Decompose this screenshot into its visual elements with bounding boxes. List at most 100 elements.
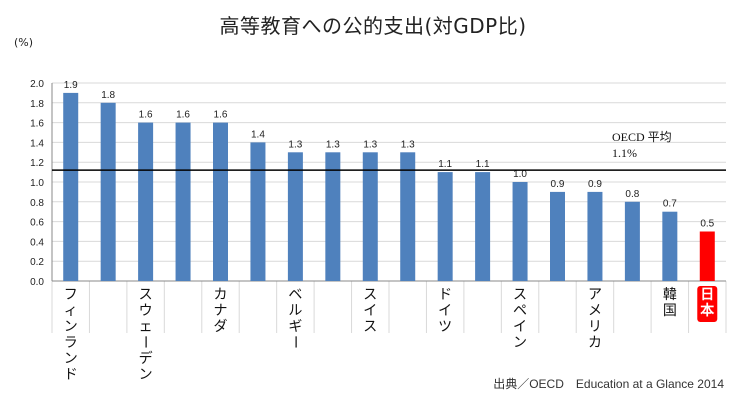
category-label-char: デ (139, 350, 153, 367)
category-label-char: ス (513, 287, 527, 303)
category-label-char: ダ (214, 319, 228, 335)
bar (512, 182, 528, 281)
y-tick-label: 1.6 (30, 119, 44, 130)
bar (213, 122, 228, 281)
bar-value-label: 1.3 (401, 139, 415, 150)
y-tick-label: 0.8 (30, 198, 44, 209)
bar-value-label: 1.6 (214, 110, 228, 121)
source-note: 出典／OECD Education at a Glance 2014 (493, 377, 724, 391)
category-label-char: ド (438, 287, 452, 303)
bar (250, 142, 266, 281)
category-label-char: ン (64, 319, 78, 335)
y-tick-label: 2.0 (30, 79, 44, 90)
oecd-average-label: OECD 平均 (612, 130, 672, 144)
bar-value-label: 1.6 (176, 110, 190, 121)
bar (100, 102, 116, 281)
category-label-char: ス (363, 319, 377, 335)
y-axis-unit: (%) (14, 36, 34, 49)
bar-value-label: 1.3 (363, 139, 377, 150)
bar-value-label: 0.5 (700, 219, 714, 230)
bar (475, 172, 491, 281)
category-label-char: ナ (214, 303, 228, 319)
bar-value-label: 1.0 (513, 169, 527, 180)
y-tick-label: 1.0 (30, 178, 44, 189)
bar-value-label: 1.4 (251, 129, 265, 140)
category-label-char: ベ (288, 287, 302, 303)
bar-value-label: 1.8 (101, 90, 115, 101)
bar (400, 152, 416, 281)
category-label-char: ル (288, 303, 302, 319)
category-label-char: フ (64, 287, 78, 303)
y-tick-label: 1.8 (30, 99, 44, 110)
category-label-char: ペ (513, 303, 527, 319)
bar (624, 201, 640, 281)
bar (138, 122, 154, 281)
bar (325, 152, 341, 281)
bar (587, 191, 603, 281)
bar-value-label: 0.8 (625, 189, 639, 200)
category-label-char: 国 (663, 303, 677, 319)
bar (287, 152, 303, 281)
bar (175, 122, 191, 281)
category-label-char: ー (137, 335, 153, 349)
y-tick-label: 0.4 (30, 237, 44, 248)
bar (63, 92, 79, 282)
category-label-char: ア (588, 287, 602, 303)
chart-title: 高等教育への公的支出(対GDP比) (219, 14, 527, 38)
category-label-char: メ (588, 303, 602, 319)
bar (699, 231, 715, 281)
bar (550, 191, 565, 281)
y-tick-label: 1.2 (30, 158, 44, 169)
highlight-label-box (697, 286, 718, 322)
bar-value-label: 0.9 (588, 179, 602, 190)
bar (362, 152, 378, 281)
y-tick-label: 0.6 (30, 218, 44, 229)
category-label-char: ン (139, 367, 153, 383)
bar-value-label: 1.1 (476, 159, 490, 170)
category-label-char: ン (64, 351, 78, 367)
category-label-char: イ (438, 303, 452, 319)
bar-value-label: 1.1 (438, 159, 452, 170)
category-label-char: 韓 (663, 287, 677, 303)
oecd-average-value: 1.1% (612, 146, 637, 160)
category-label-char: ェ (139, 319, 153, 335)
category-label-char: カ (214, 287, 228, 303)
category-label: ドイツ (438, 287, 452, 335)
category-label-char: ツ (438, 319, 452, 335)
bar-value-label: 1.6 (139, 110, 153, 121)
category-label: カナダ (214, 287, 228, 335)
category-label-char: ド (64, 367, 78, 383)
bar (662, 211, 678, 281)
category-label-char: ィ (64, 303, 78, 319)
category-label-char: ン (513, 335, 527, 351)
category-label: 韓国 (663, 287, 677, 319)
category-label-char: ウ (139, 303, 153, 319)
bar-value-label: 0.9 (551, 179, 565, 190)
category-label-char: リ (588, 319, 602, 335)
bar (437, 172, 453, 281)
category-label-char: ス (139, 287, 153, 303)
bar-value-label: 1.3 (326, 139, 340, 150)
category-label-char: ス (363, 287, 377, 303)
category-label-char: カ (588, 335, 602, 351)
y-tick-label: 1.4 (30, 138, 44, 149)
category-label-char: 日 (700, 287, 714, 303)
category-label-char: ラ (64, 335, 78, 351)
category-label-char: 本 (700, 302, 715, 319)
y-tick-label: 0.0 (30, 277, 44, 288)
category-label-char: イ (513, 319, 527, 335)
bar-value-label: 1.9 (64, 80, 78, 91)
category-label-char: イ (363, 303, 377, 319)
category-label: 日本 (700, 287, 715, 319)
y-tick-label: 0.2 (30, 257, 44, 268)
category-label-char: ギ (288, 319, 302, 335)
bar-value-label: 0.7 (663, 199, 677, 210)
category-label: スイス (363, 287, 377, 335)
category-label-char: ー (286, 335, 302, 349)
